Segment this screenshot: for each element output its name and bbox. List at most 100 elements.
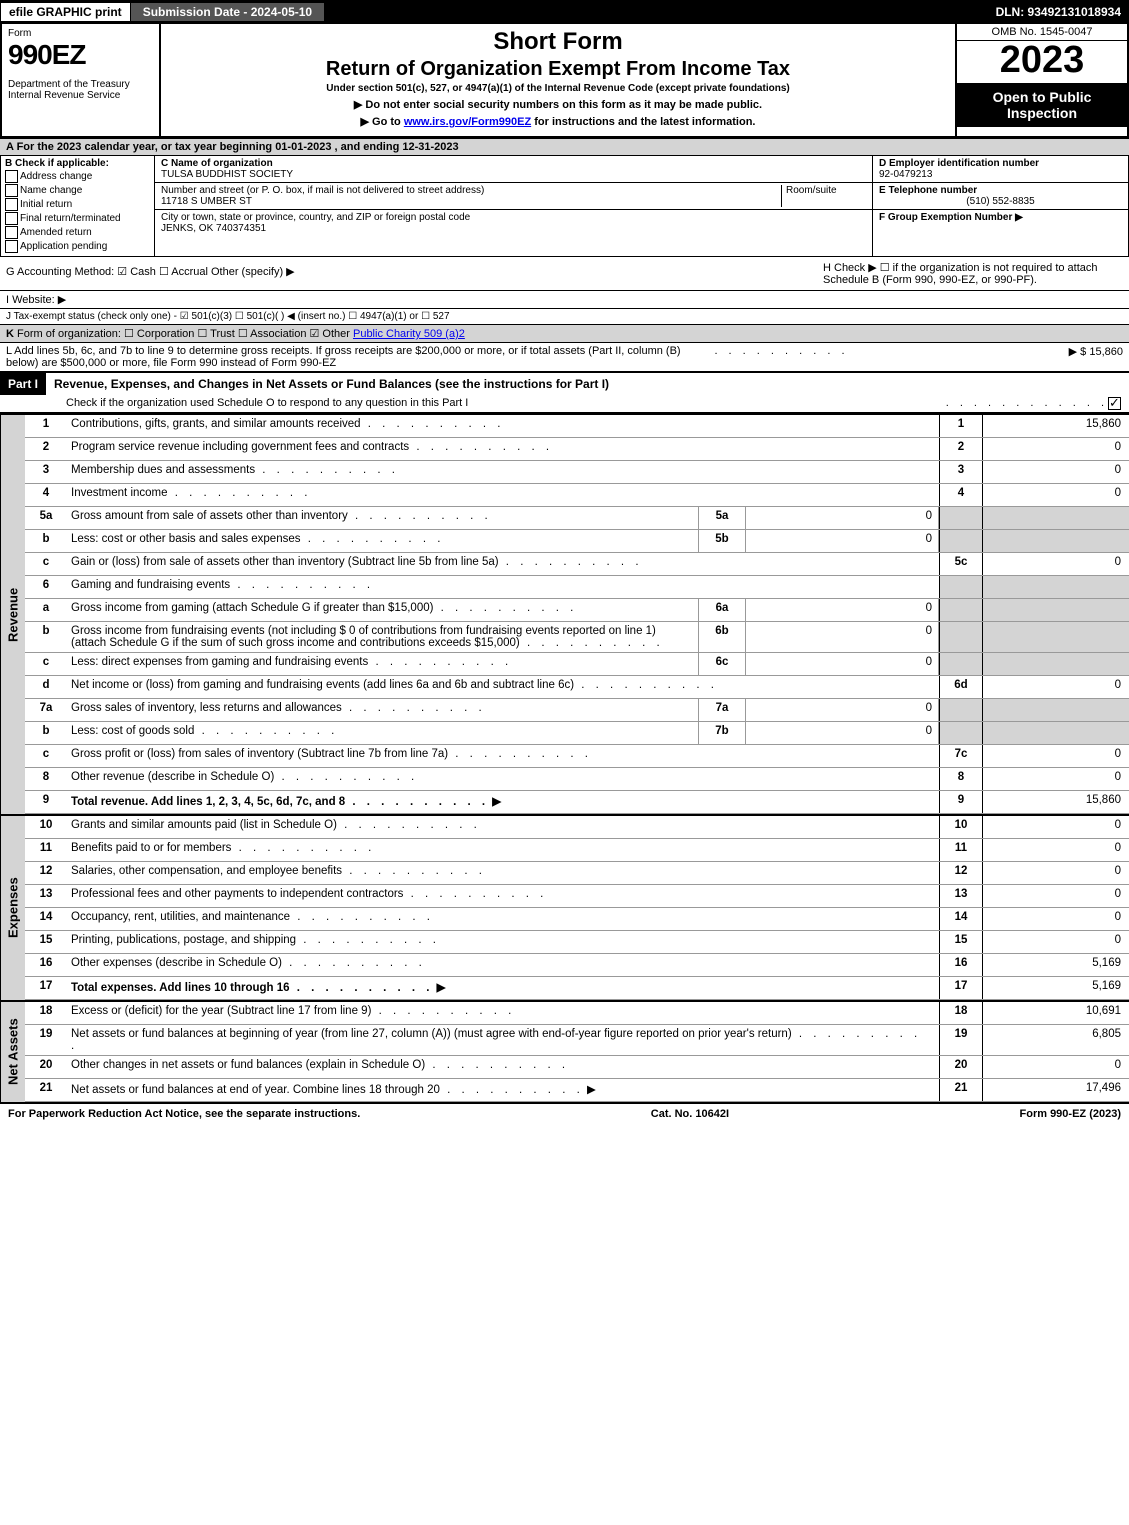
- irs-link[interactable]: www.irs.gov/Form990EZ: [404, 116, 531, 128]
- opt-amended[interactable]: Amended return: [5, 226, 150, 239]
- line-num: 3: [25, 461, 67, 483]
- line-num: 14: [25, 908, 67, 930]
- line-num: 6: [25, 576, 67, 598]
- form-label: Form: [8, 28, 153, 39]
- net-assets-section: Net Assets 18Excess or (deficit) for the…: [0, 1000, 1129, 1102]
- line-num: 2: [25, 438, 67, 460]
- side-net: Net Assets: [0, 1002, 25, 1102]
- title-return: Return of Organization Exempt From Incom…: [165, 58, 951, 81]
- result-line-num: 11: [939, 839, 983, 861]
- line-num: 4: [25, 484, 67, 506]
- line-num: 13: [25, 885, 67, 907]
- line-desc: Total revenue. Add lines 1, 2, 3, 4, 5c,…: [67, 791, 939, 813]
- line-desc: Gain or (loss) from sale of assets other…: [67, 553, 939, 575]
- opt-address-change[interactable]: Address change: [5, 170, 150, 183]
- table-row: 18Excess or (deficit) for the year (Subt…: [25, 1002, 1129, 1025]
- table-row: bGross income from fundraising events (n…: [25, 622, 1129, 653]
- result-value: 0: [983, 676, 1129, 698]
- sub-line-value: 0: [746, 599, 939, 621]
- result-line-num: 18: [939, 1002, 983, 1024]
- schedule-o-checkbox[interactable]: [1108, 397, 1121, 410]
- tax-year: 2023: [957, 41, 1127, 79]
- sub-line-num: 7a: [698, 699, 746, 721]
- result-line-num: 3: [939, 461, 983, 483]
- line-desc: Benefits paid to or for members . . . . …: [67, 839, 939, 861]
- result-value: 0: [983, 908, 1129, 930]
- line-desc: Grants and similar amounts paid (list in…: [67, 816, 939, 838]
- result-line-num: 6d: [939, 676, 983, 698]
- note-link: ▶ Go to www.irs.gov/Form990EZ for instru…: [165, 115, 951, 128]
- line-num: c: [25, 745, 67, 767]
- efile-print[interactable]: efile GRAPHIC print: [0, 2, 131, 22]
- side-revenue: Revenue: [0, 415, 25, 814]
- expenses-section: Expenses 10Grants and similar amounts pa…: [0, 814, 1129, 1000]
- line-desc: Investment income . . . . . . . . . .: [67, 484, 939, 506]
- result-line-num: 5c: [939, 553, 983, 575]
- result-value: 0: [983, 862, 1129, 884]
- result-line-num: 17: [939, 977, 983, 999]
- table-row: 6Gaming and fundraising events . . . . .…: [25, 576, 1129, 599]
- d-phone-row: E Telephone number (510) 552-8835: [873, 183, 1128, 210]
- note-ssn: ▶ Do not enter social security numbers o…: [165, 98, 951, 111]
- line-desc: Gross sales of inventory, less returns a…: [67, 699, 698, 721]
- table-row: 17Total expenses. Add lines 10 through 1…: [25, 977, 1129, 1000]
- revenue-rows: 1Contributions, gifts, grants, and simil…: [25, 415, 1129, 814]
- col-b: B Check if applicable: Address change Na…: [1, 156, 155, 256]
- side-expenses: Expenses: [0, 816, 25, 1000]
- result-value: 0: [983, 839, 1129, 861]
- table-row: cGain or (loss) from sale of assets othe…: [25, 553, 1129, 576]
- public-charity-link[interactable]: Public Charity 509 (a)2: [353, 328, 465, 340]
- line-num: 5a: [25, 507, 67, 529]
- table-row: 8Other revenue (describe in Schedule O) …: [25, 768, 1129, 791]
- line-desc: Net assets or fund balances at beginning…: [67, 1025, 939, 1055]
- result-line-num: 10: [939, 816, 983, 838]
- table-row: 5aGross amount from sale of assets other…: [25, 507, 1129, 530]
- line-g-h: G Accounting Method: ☑ Cash ☐ Accrual Ot…: [0, 257, 1129, 291]
- opt-name-change[interactable]: Name change: [5, 184, 150, 197]
- line-num: 11: [25, 839, 67, 861]
- part-1-title: Revenue, Expenses, and Changes in Net As…: [46, 377, 609, 391]
- result-value: 0: [983, 768, 1129, 790]
- city: JENKS, OK 740374351: [161, 223, 266, 234]
- line-desc: Less: cost or other basis and sales expe…: [67, 530, 698, 552]
- table-row: aGross income from gaming (attach Schedu…: [25, 599, 1129, 622]
- line-g: G Accounting Method: ☑ Cash ☐ Accrual Ot…: [0, 257, 817, 290]
- line-desc: Gaming and fundraising events . . . . . …: [67, 576, 939, 598]
- result-value: 0: [983, 484, 1129, 506]
- line-desc: Professional fees and other payments to …: [67, 885, 939, 907]
- table-row: 13Professional fees and other payments t…: [25, 885, 1129, 908]
- address: 11718 S UMBER ST: [161, 196, 252, 207]
- result-value: 0: [983, 553, 1129, 575]
- line-num: 10: [25, 816, 67, 838]
- line-j: J Tax-exempt status (check only one) - ☑…: [0, 309, 1129, 325]
- line-desc: Total expenses. Add lines 10 through 16 …: [67, 977, 939, 999]
- table-row: 7aGross sales of inventory, less returns…: [25, 699, 1129, 722]
- opt-final-return[interactable]: Final return/terminated: [5, 212, 150, 225]
- result-value: 0: [983, 816, 1129, 838]
- line-num: 17: [25, 977, 67, 999]
- expense-rows: 10Grants and similar amounts paid (list …: [25, 816, 1129, 1000]
- line-num: 8: [25, 768, 67, 790]
- opt-pending[interactable]: Application pending: [5, 240, 150, 253]
- line-desc: Gross amount from sale of assets other t…: [67, 507, 698, 529]
- line-num: 12: [25, 862, 67, 884]
- line-num: a: [25, 599, 67, 621]
- b-title: B Check if applicable:: [5, 158, 150, 169]
- result-value: 5,169: [983, 977, 1129, 999]
- footer-left: For Paperwork Reduction Act Notice, see …: [8, 1108, 360, 1120]
- line-h: H Check ▶ ☐ if the organization is not r…: [817, 257, 1129, 290]
- dept: Department of the Treasury Internal Reve…: [8, 79, 153, 101]
- result-value: 5,169: [983, 954, 1129, 976]
- addr-label: Number and street (or P. O. box, if mail…: [161, 185, 484, 196]
- opt-initial-return[interactable]: Initial return: [5, 198, 150, 211]
- line-num: 19: [25, 1025, 67, 1055]
- table-row: cLess: direct expenses from gaming and f…: [25, 653, 1129, 676]
- result-line-num: 1: [939, 415, 983, 437]
- line-l: L Add lines 5b, 6c, and 7b to line 9 to …: [0, 343, 1129, 372]
- table-row: 20Other changes in net assets or fund ba…: [25, 1056, 1129, 1079]
- line-desc: Net assets or fund balances at end of ye…: [67, 1079, 939, 1101]
- open-inspection: Open to Public Inspection: [957, 83, 1127, 127]
- sub-line-num: 6c: [698, 653, 746, 675]
- table-row: 2Program service revenue including gover…: [25, 438, 1129, 461]
- line-k: K Form of organization: ☐ Corporation ☐ …: [0, 325, 1129, 343]
